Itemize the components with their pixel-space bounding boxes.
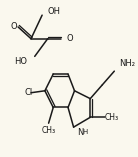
Text: O: O — [66, 34, 73, 43]
Text: CH₃: CH₃ — [42, 126, 56, 135]
Text: HO: HO — [14, 57, 27, 66]
Text: N: N — [77, 127, 84, 137]
Text: O: O — [10, 22, 17, 31]
Text: OH: OH — [48, 7, 61, 16]
Text: CH₃: CH₃ — [105, 113, 119, 122]
Text: NH₂: NH₂ — [119, 59, 135, 68]
Text: Cl: Cl — [25, 88, 33, 97]
Text: H: H — [83, 129, 88, 135]
